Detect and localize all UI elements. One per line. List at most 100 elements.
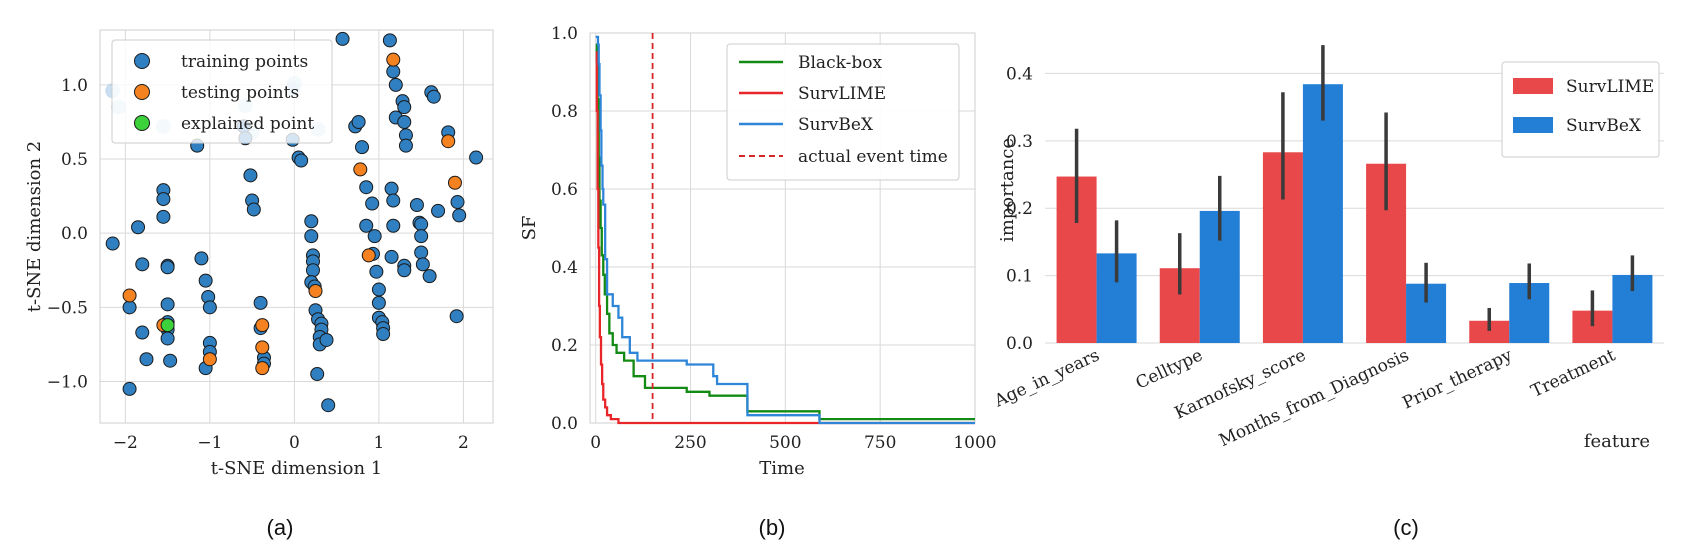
- training-point: [409, 197, 424, 212]
- training-point: [397, 100, 412, 115]
- panel-b-legend: Black-box SurvLIME SurvBeX actual event …: [726, 43, 960, 181]
- a-ytick-label: −1.0: [47, 372, 88, 392]
- training-point: [386, 64, 401, 79]
- legend-marker-training: [134, 53, 150, 69]
- training-point: [450, 195, 465, 210]
- c-ytick-label: 0.2: [1006, 199, 1033, 219]
- b-xtick-label: 250: [674, 433, 706, 453]
- training-point: [422, 269, 437, 284]
- a-ytick-label: 0.5: [61, 150, 88, 170]
- training-point: [384, 249, 399, 264]
- survlime-sf-line: [595, 51, 975, 425]
- panel-a-frame: [99, 29, 494, 424]
- training-point: [198, 273, 213, 288]
- panel-b-survival: 0 250 500 750 1000 0.0 0.2 0.4 0.6 0.8 1.0 Black-b…: [519, 24, 997, 540]
- legend-swatch-survlime: [1513, 78, 1553, 94]
- testing-point: [353, 162, 368, 177]
- legend-label-training: training points: [181, 52, 308, 72]
- training-point: [386, 193, 401, 208]
- training-point: [369, 264, 384, 279]
- training-point: [382, 33, 397, 48]
- training-point: [452, 208, 467, 223]
- panel-b-label: (b): [759, 515, 786, 540]
- panel-a-label: (a): [267, 515, 294, 540]
- training-point: [415, 257, 430, 272]
- explained-point: [160, 318, 175, 333]
- survbex-sf-line: [595, 35, 975, 425]
- training-point: [367, 229, 382, 244]
- training-point: [449, 309, 464, 324]
- training-point: [243, 168, 258, 183]
- training-point: [469, 150, 484, 165]
- training-point: [398, 138, 413, 153]
- legend-label-survlime: SurvLIME: [798, 84, 886, 104]
- training-point: [122, 300, 137, 315]
- training-point: [365, 196, 380, 211]
- training-point: [202, 300, 217, 315]
- legend-label-c-survlime: SurvLIME: [1566, 77, 1654, 97]
- training-point: [305, 263, 320, 278]
- panel-a-ylabel: t-SNE dimension 2: [24, 141, 45, 312]
- legend-label-event-time: actual event time: [798, 147, 948, 167]
- b-xtick-label: 500: [769, 433, 801, 453]
- training-point: [414, 217, 429, 232]
- survbex-bar: [1302, 84, 1343, 343]
- a-ytick-label: −0.5: [47, 298, 88, 318]
- training-point: [163, 353, 178, 368]
- training-point: [335, 31, 350, 46]
- training-point: [105, 236, 120, 251]
- testing-point: [361, 248, 376, 263]
- b-ytick-label: 0.4: [551, 258, 578, 278]
- a-ytick-label: 0.0: [61, 224, 88, 244]
- training-point: [319, 332, 334, 347]
- training-point: [431, 203, 446, 218]
- training-point: [135, 257, 150, 272]
- legend-swatch-survbex: [1513, 117, 1553, 133]
- c-ytick-label: 0.1: [1006, 267, 1033, 287]
- training-point: [321, 398, 336, 413]
- training-point: [131, 220, 146, 235]
- testing-point: [122, 288, 137, 303]
- legend-label-blackbox: Black-box: [798, 53, 882, 73]
- training-point: [122, 381, 137, 396]
- b-ytick-label: 0.2: [551, 336, 578, 356]
- training-point: [304, 229, 319, 244]
- training-point: [246, 202, 261, 217]
- training-point: [294, 153, 309, 168]
- a-xtick-label: −1: [197, 433, 222, 453]
- panel-c-legend: SurvLIME SurvBeX: [1501, 61, 1660, 158]
- training-point: [156, 192, 171, 207]
- training-point: [371, 282, 386, 297]
- a-xtick-label: 2: [458, 433, 469, 453]
- testing-point: [386, 52, 401, 67]
- panel-b-ylabel: SF: [519, 216, 540, 241]
- training-point: [371, 295, 386, 310]
- legend-label-explained: explained point: [181, 114, 314, 134]
- c-xtick-label: Prior_therapy: [1400, 345, 1516, 413]
- a-xtick-label: 1: [373, 433, 384, 453]
- training-point: [397, 263, 412, 278]
- training-point: [414, 245, 429, 260]
- legend-marker-testing: [134, 84, 150, 100]
- b-ytick-label: 1.0: [551, 24, 578, 44]
- training-point: [139, 352, 154, 367]
- c-xtick-label: Age_in_years: [991, 345, 1103, 411]
- a-ytick-label: 1.0: [61, 76, 88, 96]
- training-point: [386, 218, 401, 233]
- legend-marker-explained: [134, 115, 150, 131]
- training-point: [351, 114, 366, 129]
- training-point: [426, 89, 441, 104]
- c-ytick-label: 0.0: [1006, 334, 1033, 354]
- b-xtick-label: 750: [864, 433, 896, 453]
- panel-b-xlabel: Time: [759, 458, 804, 479]
- training-point: [310, 367, 325, 382]
- training-point: [397, 114, 412, 129]
- panel-c-label: (c): [1393, 515, 1419, 540]
- b-ytick-label: 0.6: [551, 180, 578, 200]
- legend-label-testing: testing points: [181, 83, 299, 103]
- testing-point: [255, 361, 270, 376]
- training-point: [160, 297, 175, 312]
- testing-point: [308, 284, 323, 299]
